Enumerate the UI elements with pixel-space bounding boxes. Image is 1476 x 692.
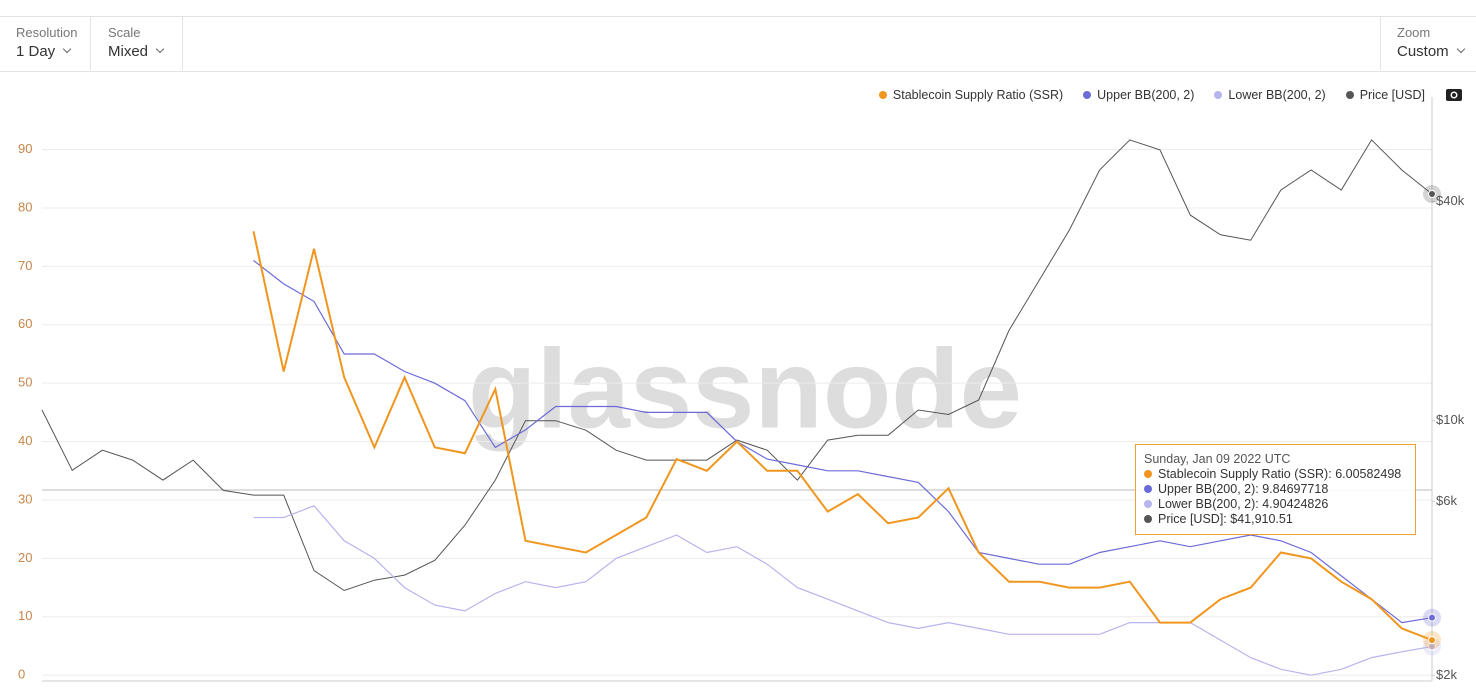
legend-item[interactable]: Upper BB(200, 2) xyxy=(1083,88,1194,102)
y-tick-label: 70 xyxy=(18,258,32,273)
hover-point xyxy=(1428,613,1436,622)
tooltip-row: Lower BB(200, 2)4.90424826 xyxy=(1144,497,1407,512)
tooltip-swatch xyxy=(1144,485,1152,493)
tooltip-series: Price [USD] xyxy=(1158,512,1230,526)
value: Custom xyxy=(1397,43,1464,60)
y-tick-label: 30 xyxy=(18,491,32,506)
tooltip-value: $41,910.51 xyxy=(1230,512,1293,526)
value: Mixed xyxy=(108,43,163,60)
tooltip-series: Stablecoin Supply Ratio (SSR) xyxy=(1158,467,1335,481)
tooltip-series: Lower BB(200, 2) xyxy=(1158,497,1262,511)
tooltip-date: Sunday, Jan 09 2022 UTC xyxy=(1144,452,1291,466)
tooltip-swatch xyxy=(1144,515,1152,523)
legend-label: Lower BB(200, 2) xyxy=(1228,88,1326,102)
label: Resolution xyxy=(16,25,78,40)
legend-label: Stablecoin Supply Ratio (SSR) xyxy=(892,88,1064,102)
lines xyxy=(41,139,1441,676)
legend: Stablecoin Supply Ratio (SSR) Upper BB(20… xyxy=(878,88,1425,102)
scale-select[interactable]: Scale Mixed xyxy=(92,16,183,70)
toolbar xyxy=(0,16,1476,72)
hover-point xyxy=(1428,190,1436,199)
legend-item[interactable]: Lower BB(200, 2) xyxy=(1214,88,1326,102)
series-line xyxy=(41,139,1433,592)
legend-item[interactable]: Price [USD] xyxy=(1345,88,1425,102)
grid: 0 10 20 30 40 50 60 70 80 90 $2k $6k $10k $40k xyxy=(18,141,1465,682)
y2-tick-label: $40k xyxy=(1436,193,1465,208)
series-line xyxy=(252,231,1433,642)
y-tick-label: 10 xyxy=(18,608,32,623)
legend-swatch xyxy=(1083,91,1092,99)
legend-label: Upper BB(200, 2) xyxy=(1097,88,1195,102)
series-line xyxy=(253,260,1433,624)
camera-icon[interactable] xyxy=(1446,89,1462,101)
tooltip-row: Upper BB(200, 2)9.84697718 xyxy=(1144,482,1407,497)
legend-swatch xyxy=(878,91,887,99)
y2-tick-label: $6k xyxy=(1436,493,1457,508)
label: Scale xyxy=(108,25,141,40)
legend-swatch xyxy=(1214,91,1223,99)
y-tick-label: 20 xyxy=(18,550,32,565)
y-tick-label: 50 xyxy=(18,375,32,390)
zoom-select[interactable]: Zoom Custom xyxy=(1380,16,1476,70)
tooltip-series: Upper BB(200, 2) xyxy=(1158,482,1262,496)
watermark: glassnode xyxy=(468,327,1022,452)
value: 1 Day xyxy=(16,43,70,60)
legend-item[interactable]: Stablecoin Supply Ratio (SSR) xyxy=(878,88,1064,102)
label: Zoom xyxy=(1397,25,1431,40)
tooltip-swatch xyxy=(1144,500,1152,508)
tooltip-row: Stablecoin Supply Ratio (SSR)6.00582498 xyxy=(1144,467,1407,482)
tooltip-value: 4.90424826 xyxy=(1262,497,1329,511)
y-tick-label: 90 xyxy=(18,141,32,156)
tooltip-value: 9.84697718 xyxy=(1262,482,1329,496)
tooltip-row: Price [USD]$41,910.51 xyxy=(1144,512,1407,527)
y2-tick-label: $10k xyxy=(1436,412,1465,427)
series-line xyxy=(253,505,1433,676)
legend-label: Price [USD] xyxy=(1359,88,1425,102)
hover-point xyxy=(1428,636,1436,645)
legend-swatch xyxy=(1345,91,1354,99)
y-tick-label: 0 xyxy=(18,667,25,682)
tooltip-value: 6.00582498 xyxy=(1335,467,1402,481)
resolution-select[interactable]: Resolution 1 Day xyxy=(0,16,91,70)
tooltip-swatch xyxy=(1144,470,1152,478)
y-tick-label: 40 xyxy=(18,433,32,448)
tooltip: Sunday, Jan 09 2022 UTC Stablecoin Suppl… xyxy=(1135,444,1416,535)
y2-tick-label: $2k xyxy=(1436,667,1457,682)
y-tick-label: 60 xyxy=(18,316,32,331)
y-tick-label: 80 xyxy=(18,199,32,214)
